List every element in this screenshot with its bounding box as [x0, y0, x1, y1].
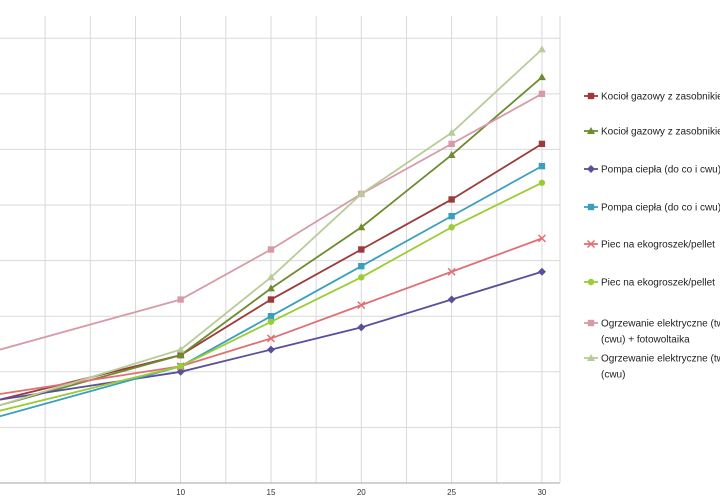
x-tick-label: 25 [447, 488, 456, 497]
data-point [537, 234, 546, 243]
data-point [267, 246, 275, 253]
data-point [587, 165, 595, 173]
data-point [358, 246, 365, 253]
legend-label: Ogrzewanie elektryczne (tw [601, 354, 720, 365]
data-point [176, 345, 185, 353]
data-point [538, 90, 546, 98]
series-3 [0, 267, 546, 401]
axes [0, 16, 561, 484]
legend-item: Pompa ciepła (do co i cwu) [584, 203, 720, 214]
legend-item: Piec na ekogroszek/pellet [584, 240, 715, 251]
series-1 [0, 140, 546, 401]
data-point [176, 351, 185, 359]
series-8 [0, 45, 546, 407]
data-point [448, 212, 455, 220]
legend-label: Kocioł gazowy z zasobnikie [601, 127, 720, 138]
series-line [0, 48, 543, 407]
data-point [447, 128, 456, 136]
legend-item: Piec na ekogroszek/pellet [584, 278, 715, 289]
series-2 [0, 73, 546, 407]
data-point [537, 73, 546, 81]
data-point [358, 274, 365, 281]
data-point [587, 319, 595, 327]
data-point-stroke [447, 267, 456, 276]
legend-label: Kocioł gazowy z zasobnikie [601, 92, 720, 103]
legend-label: Piec na ekogroszek/pellet [601, 240, 715, 251]
data-point [357, 189, 366, 197]
gridlines [0, 16, 560, 484]
data-point [587, 354, 595, 361]
legend: Kocioł gazowy z zasobnikie Kocioł gazowy … [584, 92, 720, 381]
data-point-stroke [537, 234, 546, 243]
data-point [586, 239, 596, 249]
x-tick-label: 20 [357, 488, 366, 497]
series-5 [0, 234, 546, 395]
series-line [0, 237, 543, 395]
legend-label: (cwu) + fotowoltaika [601, 335, 690, 346]
data-point [267, 313, 275, 320]
data-point [357, 223, 366, 231]
legend-label: Piec na ekogroszek/pellet [601, 278, 715, 289]
series-line [0, 76, 543, 407]
x-tick-labels: 10 15 20 25 30 [176, 488, 547, 497]
data-point [537, 267, 546, 276]
data-point [266, 334, 275, 343]
data-point-stroke [357, 301, 366, 310]
legend-label: Pompa ciepła (do co i cwu) [601, 165, 720, 176]
data-point [448, 224, 455, 231]
data-point [538, 140, 546, 148]
data-point [266, 273, 275, 281]
series-6 [0, 179, 546, 412]
series-lines [0, 45, 546, 418]
x-tick-label: 30 [537, 488, 546, 497]
data-point-stroke [266, 334, 275, 343]
data-point [587, 127, 595, 134]
data-point [538, 162, 546, 170]
data-point [266, 284, 275, 292]
data-point [538, 179, 546, 186]
data-point [537, 45, 546, 53]
data-point [176, 367, 185, 376]
data-point [448, 196, 455, 203]
data-point [266, 345, 275, 354]
data-point [177, 363, 184, 370]
data-point [357, 323, 366, 332]
series-line [0, 181, 543, 412]
data-point-stroke [586, 239, 596, 249]
data-point [358, 262, 365, 270]
legend-item: Ogrzewanie elektryczne (tw (cwu) + fotowo… [584, 319, 720, 346]
legend-label: Ogrzewanie elektryczne (tw [601, 319, 720, 330]
data-point [587, 92, 595, 100]
legend-item: Kocioł gazowy z zasobnikie [584, 92, 720, 103]
data-point [587, 203, 595, 211]
series-line [0, 270, 543, 401]
legend-item: Pompa ciepła (do co i cwu) [584, 165, 720, 176]
data-point [587, 278, 595, 286]
data-point [447, 150, 456, 158]
legend-label: (cwu) [601, 370, 625, 381]
legend-item: Kocioł gazowy z zasobnikie [584, 127, 720, 138]
legend-item: Ogrzewanie elektryczne (tw (cwu) [584, 354, 720, 381]
legend-label: Pompa ciepła (do co i cwu) [601, 203, 720, 214]
x-tick-label: 15 [267, 488, 276, 497]
data-point [177, 296, 184, 303]
data-point [267, 318, 275, 325]
data-point [267, 296, 275, 303]
data-point [447, 295, 456, 304]
data-point [357, 301, 366, 310]
data-point [447, 267, 456, 276]
series-7 [0, 90, 546, 351]
data-point [448, 140, 455, 148]
x-tick-label: 10 [176, 488, 185, 497]
series-line [0, 93, 543, 351]
